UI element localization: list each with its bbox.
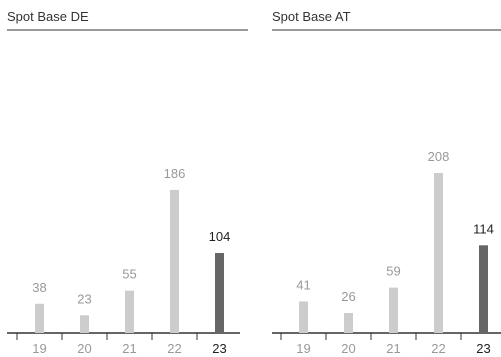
data-label: 23 — [77, 291, 91, 306]
data-label: 59 — [386, 264, 400, 279]
x-tick-label: 22 — [167, 341, 181, 356]
data-label: 26 — [341, 289, 355, 304]
data-label: 55 — [122, 267, 136, 282]
x-tick-label: 19 — [32, 341, 46, 356]
x-tick-label: 23 — [476, 341, 490, 356]
x-tick-label: 20 — [341, 341, 355, 356]
x-tick-label: 20 — [77, 341, 91, 356]
data-label: 104 — [209, 229, 231, 244]
chart-spot-base-de: Spot Base DE 38 19 23 20 55 21 186 22 104 23 — [7, 9, 248, 356]
chart-title: Spot Base AT — [272, 9, 351, 24]
bar-22 — [170, 189, 179, 333]
x-tick-label: 21 — [386, 341, 400, 356]
data-label: 186 — [164, 166, 186, 181]
data-label: 41 — [296, 277, 310, 292]
bar-23 — [215, 253, 224, 333]
x-tick-label: 21 — [122, 341, 136, 356]
bar-23 — [479, 245, 488, 333]
data-label: 208 — [428, 149, 450, 164]
bar-19 — [35, 303, 44, 333]
x-tick-label: 23 — [212, 341, 226, 356]
bar-20 — [80, 315, 89, 333]
bar-21 — [389, 287, 398, 333]
x-tick-label: 19 — [296, 341, 310, 356]
bar-19 — [299, 301, 308, 333]
data-label: 114 — [473, 221, 494, 236]
chart-spot-base-at: Spot Base AT 41 19 26 20 59 21 208 22 114 23 — [272, 9, 501, 356]
bar-22 — [434, 173, 443, 333]
chart-title: Spot Base DE — [7, 9, 89, 24]
x-tick-label: 22 — [431, 341, 445, 356]
bar-20 — [344, 313, 353, 333]
data-label: 38 — [32, 280, 46, 295]
bar-21 — [125, 290, 134, 333]
